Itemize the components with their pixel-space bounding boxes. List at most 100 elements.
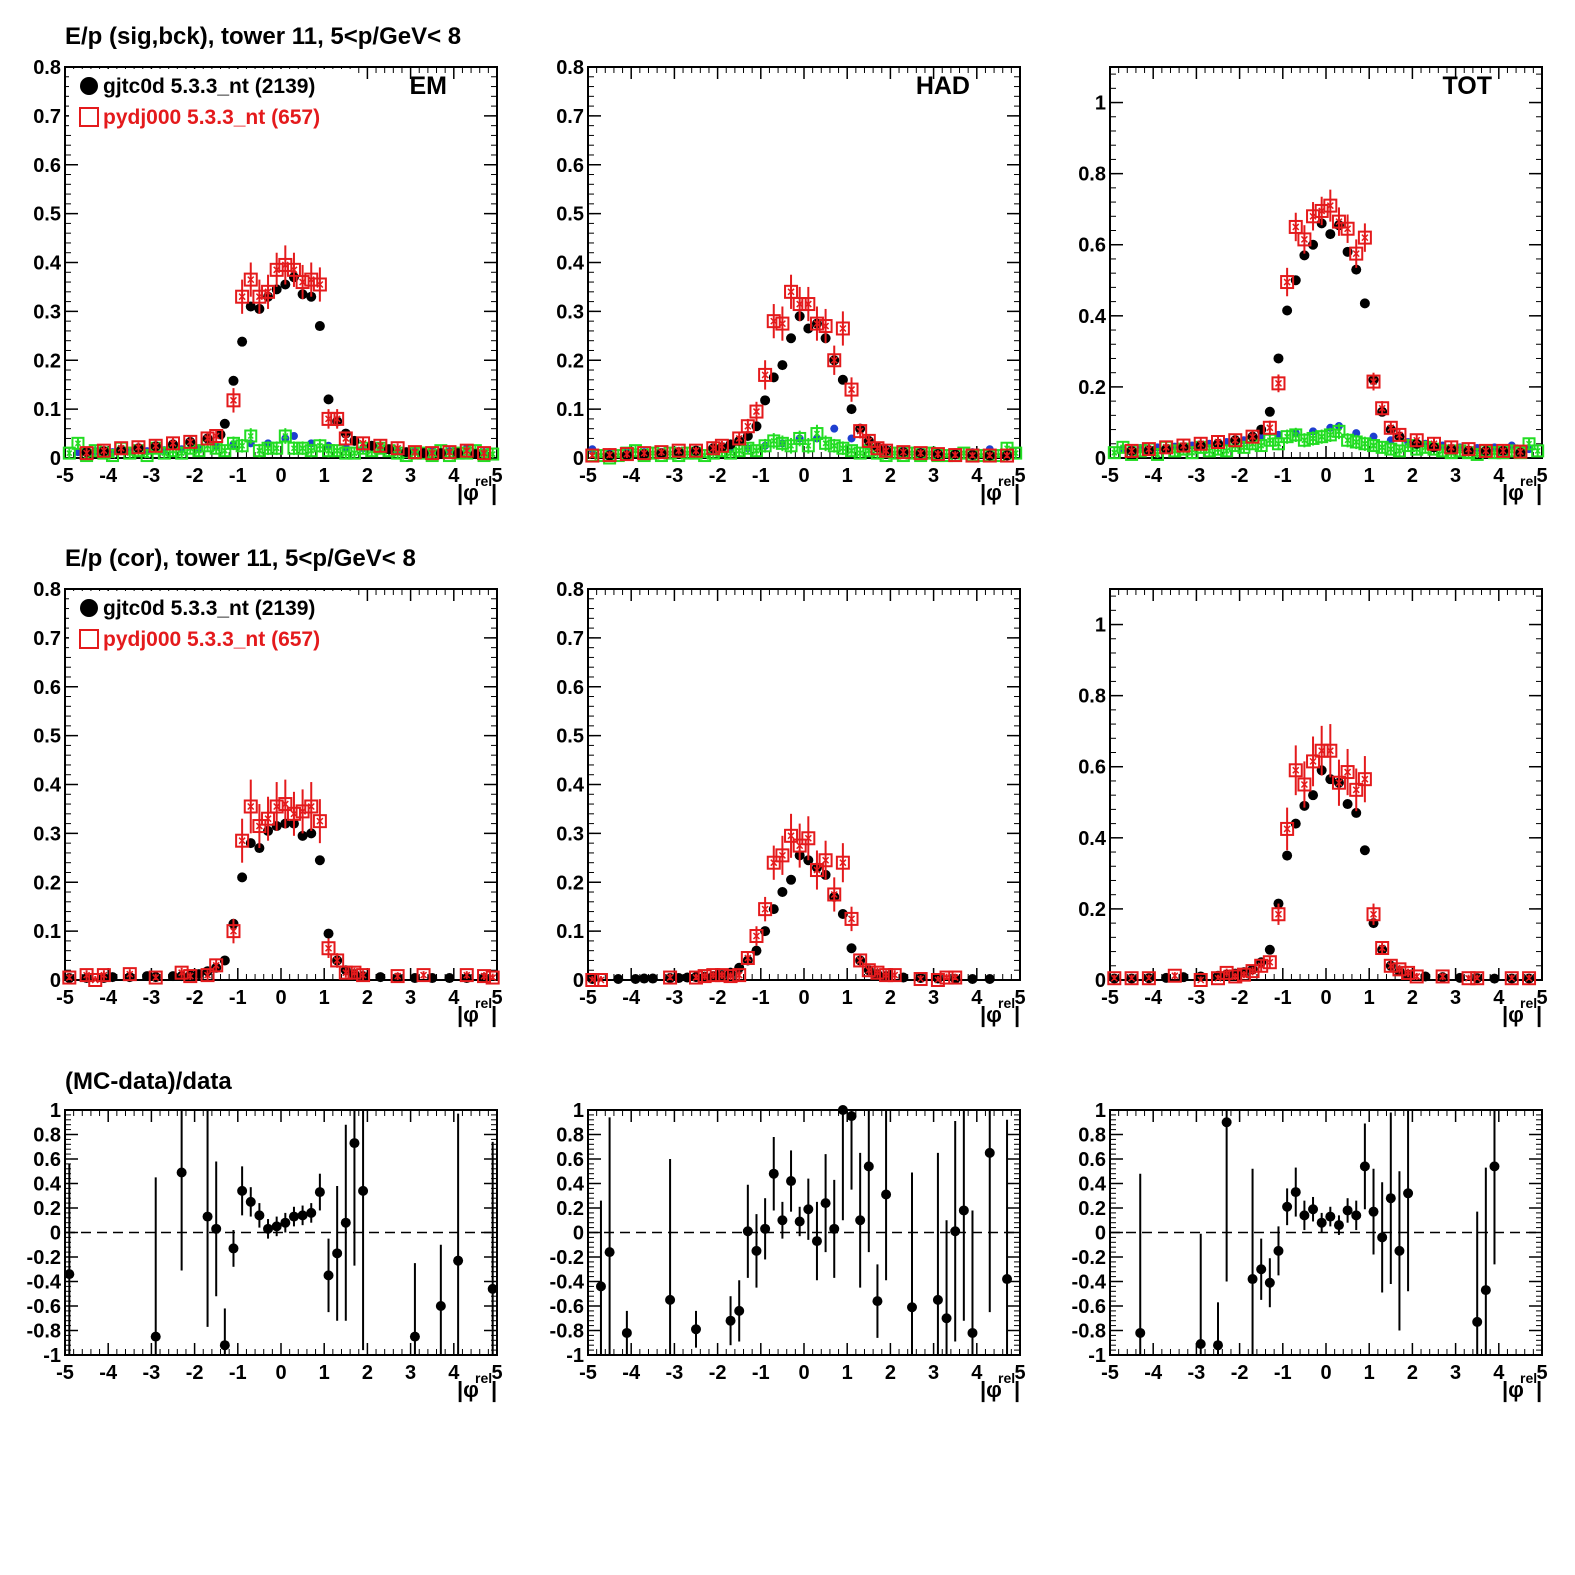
data-point <box>314 321 325 332</box>
y-tick-label: 0.6 <box>1078 235 1106 257</box>
marker-cross <box>839 859 847 867</box>
series-mc <box>1107 724 1537 987</box>
marker-cross <box>804 834 812 842</box>
marker-cross <box>1292 766 1300 774</box>
series-data <box>587 850 995 985</box>
marker <box>1308 790 1319 801</box>
marker <box>349 1138 360 1149</box>
marker-cross <box>489 974 497 982</box>
marker-cross <box>770 437 777 444</box>
marker-cross <box>1240 444 1247 451</box>
data-point <box>1221 1110 1232 1282</box>
marker <box>321 941 336 956</box>
marker-cross <box>744 422 752 430</box>
data-point <box>1383 420 1398 435</box>
marker <box>853 424 868 439</box>
legend-label-mc: pydj000 5.3.3_nt (657) <box>103 106 320 129</box>
y-tick-label: -0.8 <box>1072 1321 1106 1343</box>
y-tick-label: -0.6 <box>27 1296 61 1318</box>
marker <box>585 448 600 463</box>
data-point <box>409 1263 420 1355</box>
y-tick-label: 0.6 <box>1078 757 1106 779</box>
marker-cross <box>1344 768 1352 776</box>
marker-cross <box>1534 447 1541 454</box>
data-point <box>209 958 224 973</box>
marker <box>1401 965 1416 980</box>
x-tick-label: 5 <box>1014 1362 1025 1384</box>
marker-cross <box>865 437 873 445</box>
data-point <box>689 443 703 458</box>
y-tick-label: 0.2 <box>556 350 584 372</box>
marker-cross <box>848 447 855 454</box>
data-point <box>820 1154 831 1253</box>
marker <box>1316 1217 1327 1228</box>
y-tick-label: 0 <box>50 970 61 992</box>
marker-cross <box>1162 443 1170 451</box>
data-point <box>338 431 353 446</box>
y-tick-label: 0.2 <box>33 350 61 372</box>
data-point <box>1366 372 1381 391</box>
y-tick-label: 0.8 <box>556 1125 584 1147</box>
x-tick-label: -3 <box>1188 1362 1206 1384</box>
data-point <box>967 1210 978 1355</box>
marker <box>459 443 474 458</box>
data-point <box>732 431 747 446</box>
marker-cross <box>161 450 168 457</box>
data-point <box>1478 443 1493 458</box>
data-point <box>818 840 833 880</box>
data-point <box>1280 429 1294 444</box>
data-point <box>211 1161 222 1297</box>
marker-cross <box>1335 218 1343 226</box>
marker-cross <box>856 956 864 964</box>
y-tick-label: 0.2 <box>556 872 584 894</box>
marker-cross <box>778 320 786 328</box>
y-tick-label: 0 <box>1095 448 1106 470</box>
data-point <box>459 968 474 983</box>
marker <box>1342 1205 1353 1216</box>
data-point <box>621 1310 632 1355</box>
y-tick-label: 0.5 <box>556 204 584 226</box>
data-point <box>312 799 327 844</box>
marker <box>1349 435 1363 449</box>
marker <box>183 969 198 984</box>
x-axis-title: |φ <box>980 1377 1002 1402</box>
marker <box>855 1215 866 1226</box>
series-data <box>1135 1110 1500 1355</box>
marker <box>1299 250 1310 261</box>
data-point <box>64 1163 75 1355</box>
data-point <box>1323 427 1337 443</box>
data-point <box>228 1230 239 1267</box>
x-tick-label: 5 <box>1014 465 1025 487</box>
marker <box>1219 965 1234 980</box>
x-tick-label: 4 <box>1493 987 1505 1009</box>
marker-cross <box>376 442 384 450</box>
marker <box>237 1185 248 1196</box>
marker-cross <box>229 927 238 935</box>
marker <box>176 1167 187 1178</box>
series-mc <box>585 813 963 987</box>
data-point <box>1297 225 1312 254</box>
marker <box>786 333 797 344</box>
data-point <box>1288 212 1303 242</box>
marker <box>1478 443 1493 458</box>
marker <box>801 439 815 453</box>
marker <box>1262 420 1277 435</box>
data-point <box>235 279 250 314</box>
marker <box>1392 427 1407 442</box>
y-tick-label: 1 <box>50 1100 61 1122</box>
marker-cross <box>1197 440 1205 448</box>
marker-cross <box>1508 974 1516 982</box>
marker-cross <box>74 440 81 447</box>
data-point <box>784 274 799 309</box>
marker <box>1308 1204 1319 1215</box>
y-tick-label: 0.8 <box>33 1125 61 1147</box>
marker-cross <box>1369 910 1378 918</box>
marker-cross <box>1482 447 1490 455</box>
x-axis-title-sup: rel <box>475 1370 492 1386</box>
x-tick-label: 1 <box>319 465 330 487</box>
x-tick-label: -4 <box>99 1362 118 1384</box>
marker <box>768 1168 779 1179</box>
marker <box>245 301 256 312</box>
